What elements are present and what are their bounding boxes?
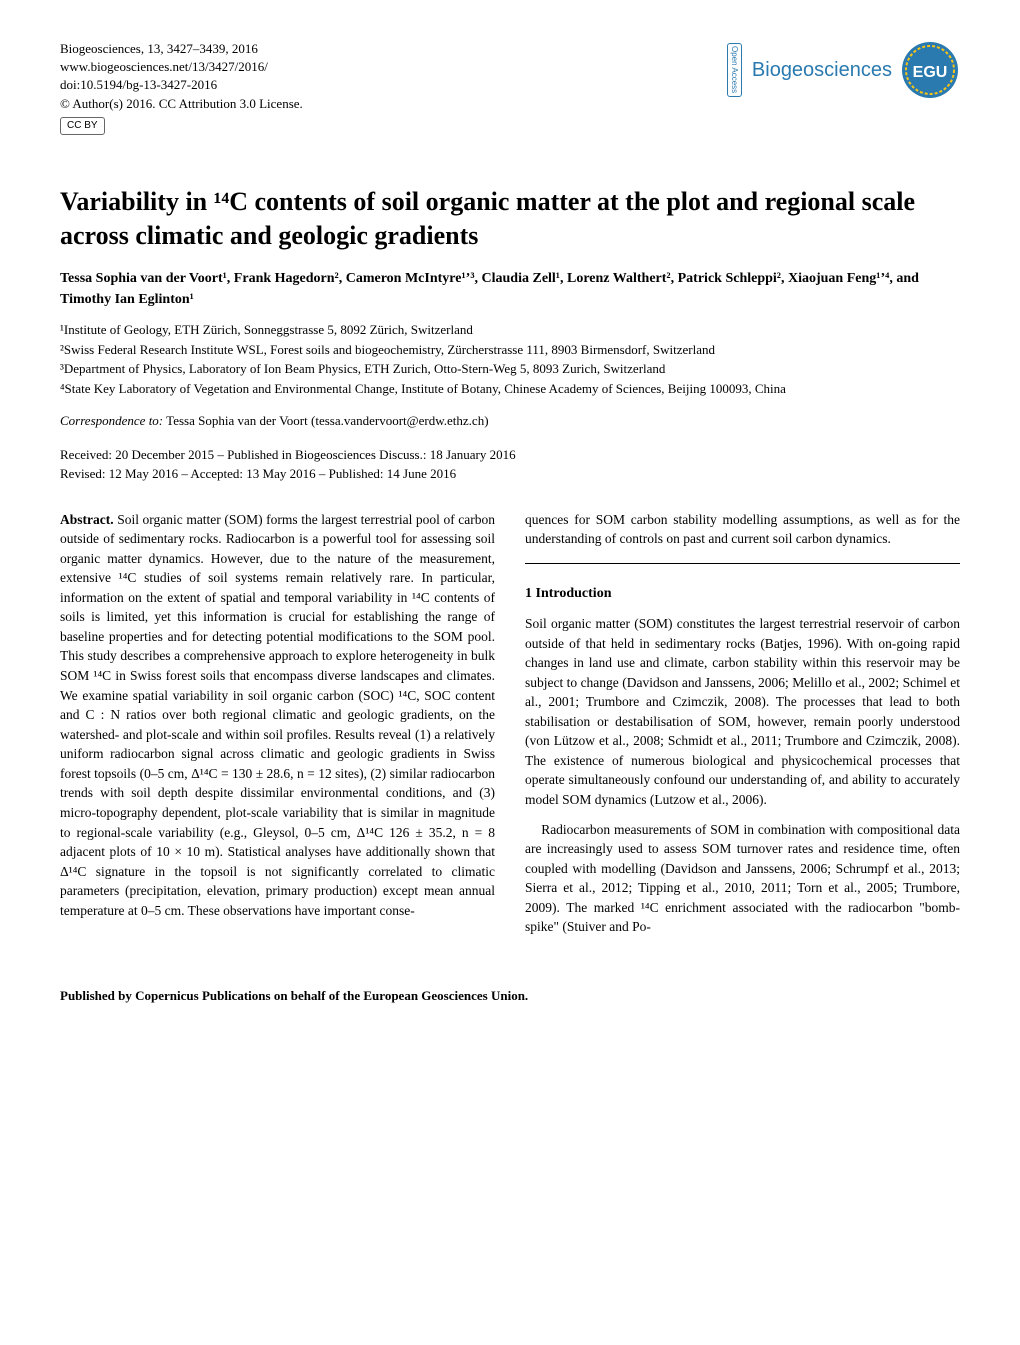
citation-license: © Author(s) 2016. CC Attribution 3.0 Lic…	[60, 95, 303, 113]
cc-license-text: CC BY	[67, 120, 98, 131]
correspondence-label: Correspondence to:	[60, 413, 163, 428]
correspondence-line: Correspondence to: Tessa Sophia van der …	[60, 412, 960, 430]
affiliations-block: ¹Institute of Geology, ETH Zürich, Sonne…	[60, 320, 960, 398]
affiliation-1: ¹Institute of Geology, ETH Zürich, Sonne…	[60, 320, 960, 340]
intro-paragraph-1: Soil organic matter (SOM) constitutes th…	[525, 614, 960, 810]
abstract-body: Soil organic matter (SOM) forms the larg…	[60, 512, 495, 918]
body-two-column: Abstract. Soil organic matter (SOM) form…	[60, 510, 960, 947]
header-row: Biogeosciences, 13, 3427–3439, 2016 www.…	[60, 40, 960, 135]
dates-line-1: Received: 20 December 2015 – Published i…	[60, 445, 960, 465]
affiliation-4: ⁴State Key Laboratory of Vegetation and …	[60, 379, 960, 399]
citation-block: Biogeosciences, 13, 3427–3439, 2016 www.…	[60, 40, 303, 135]
citation-journal: Biogeosciences, 13, 3427–3439, 2016	[60, 40, 303, 58]
footer-line: Published by Copernicus Publications on …	[60, 987, 960, 1005]
left-column: Abstract. Soil organic matter (SOM) form…	[60, 510, 495, 947]
journal-logo-block: Open Access Biogeosciences EGU	[727, 40, 960, 100]
citation-doi: doi:10.5194/bg-13-3427-2016	[60, 76, 303, 94]
egu-text: EGU	[913, 64, 948, 81]
journal-name: Biogeosciences	[752, 56, 892, 84]
correspondence-text: Tessa Sophia van der Voort (tessa.vander…	[163, 413, 488, 428]
section-divider	[525, 563, 960, 564]
dates-block: Received: 20 December 2015 – Published i…	[60, 445, 960, 484]
article-title: Variability in ¹⁴C contents of soil orga…	[60, 185, 960, 253]
authors-line: Tessa Sophia van der Voort¹, Frank Haged…	[60, 268, 960, 310]
affiliation-2: ²Swiss Federal Research Institute WSL, F…	[60, 340, 960, 360]
abstract-label: Abstract.	[60, 512, 114, 527]
abstract-continuation: quences for SOM carbon stability modelli…	[525, 510, 960, 549]
open-access-tab: Open Access	[727, 43, 742, 96]
section-1-heading: 1 Introduction	[525, 584, 960, 604]
affiliation-3: ³Department of Physics, Laboratory of Io…	[60, 359, 960, 379]
abstract-paragraph: Abstract. Soil organic matter (SOM) form…	[60, 510, 495, 921]
citation-url: www.biogeosciences.net/13/3427/2016/	[60, 58, 303, 76]
dates-line-2: Revised: 12 May 2016 – Accepted: 13 May …	[60, 464, 960, 484]
intro-paragraph-2: Radiocarbon measurements of SOM in combi…	[525, 820, 960, 937]
egu-logo: EGU	[900, 40, 960, 100]
right-column: quences for SOM carbon stability modelli…	[525, 510, 960, 947]
cc-license-badge: CC BY	[60, 117, 105, 135]
